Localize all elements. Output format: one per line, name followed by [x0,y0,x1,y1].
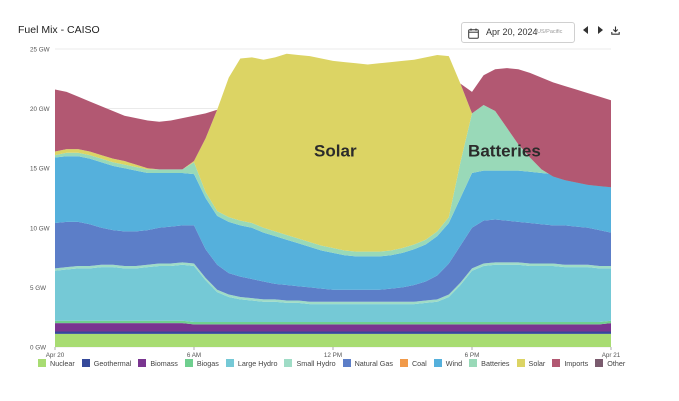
legend-swatch [595,359,604,367]
legend-item-small-hydro[interactable]: Small Hydro [284,358,336,368]
legend-label: Large Hydro [237,358,278,368]
y-tick-label: 10 GW [30,225,50,232]
x-tick-label: 6 AM [187,352,201,359]
y-tick-label: 25 GW [30,47,50,54]
legend-swatch [225,359,234,367]
date-picker[interactable]: Apr 20, 2024 US/Pacific [461,22,575,43]
legend-item-batteries[interactable]: Batteries [469,358,510,368]
legend-item-nuclear[interactable]: Nuclear [38,359,75,368]
chevron-left-icon [583,26,588,34]
legend-swatch [399,359,408,367]
legend-item-other[interactable]: Other [595,359,625,368]
legend-item-solar[interactable]: Solar [516,358,546,368]
x-tick-label: Apr 20 [46,352,65,359]
download-button[interactable] [610,26,620,38]
previous-day-button[interactable] [581,26,591,38]
legend-label: Wind [445,358,463,368]
y-tick-label: 20 GW [30,106,50,113]
legend-item-natural-gas[interactable]: Natural Gas [342,358,393,368]
next-day-button[interactable] [596,26,606,38]
area-wind[interactable] [55,156,611,290]
x-tick-label: Apr 21 [602,352,621,359]
legend-swatch [138,359,147,367]
legend-swatch [284,359,293,367]
y-tick-label: 5 GW [30,285,46,292]
legend-label: Nuclear [50,358,75,368]
area-natural-gas[interactable] [55,219,611,302]
legend-label: Coal [411,358,427,368]
area-geothermal[interactable] [55,331,611,334]
legend-swatch [433,359,442,367]
legend-item-imports[interactable]: Imports [552,359,588,368]
date-value: Apr 20, 2024 [486,27,538,37]
area-imports[interactable] [55,53,611,188]
legend-label: Imports [564,358,589,368]
chart-title: Fuel Mix - CAISO [18,24,100,36]
area-biogas[interactable] [55,320,611,325]
legend-item-wind[interactable]: Wind [433,358,463,368]
area-large-hydro[interactable] [55,264,611,322]
x-tick-label: 12 PM [324,352,342,359]
area-small-hydro[interactable] [55,262,611,305]
legend-label: Batteries [481,358,510,368]
legend-item-biomass[interactable]: Biomass [138,359,178,368]
legend-label: Natural Gas [354,358,393,368]
calendar-icon [468,26,479,44]
y-tick-label: 15 GW [30,166,50,173]
legend-label: Small Hydro [296,358,336,368]
legend-swatch [469,359,478,367]
chart-legend: Nuclear Geothermal Biomass Biogas Large Hydr… [38,357,625,369]
legend-swatch [38,359,46,367]
legend-item-large-hydro[interactable]: Large Hydro [225,358,278,368]
area-batteries[interactable] [55,105,611,257]
legend-label: Biogas [196,358,219,368]
legend-label: Geothermal [93,358,132,368]
legend-item-coal[interactable]: Coal [399,358,427,368]
legend-swatch [184,359,193,367]
legend-item-biogas[interactable]: Biogas [184,358,219,368]
chevron-right-icon [598,26,603,34]
area-solar[interactable] [55,53,611,252]
annotation-solar: Solar [314,141,357,160]
download-icon [610,26,620,35]
legend-item-geothermal[interactable]: Geothermal [81,358,132,368]
legend-swatch [342,359,351,367]
annotation-batteries: Batteries [468,141,541,160]
area-biomass[interactable] [55,323,611,332]
legend-label: Solar [528,358,546,368]
legend-swatch [516,359,525,367]
timezone-label: US/Pacific [537,28,563,35]
area-nuclear[interactable] [55,333,611,347]
x-tick-label: 6 PM [465,352,480,359]
legend-swatch [81,359,90,367]
legend-swatch [552,359,561,367]
legend-label: Biomass [150,358,178,368]
legend-label: Other [607,358,626,368]
y-tick-label: 0 GW [30,345,46,352]
